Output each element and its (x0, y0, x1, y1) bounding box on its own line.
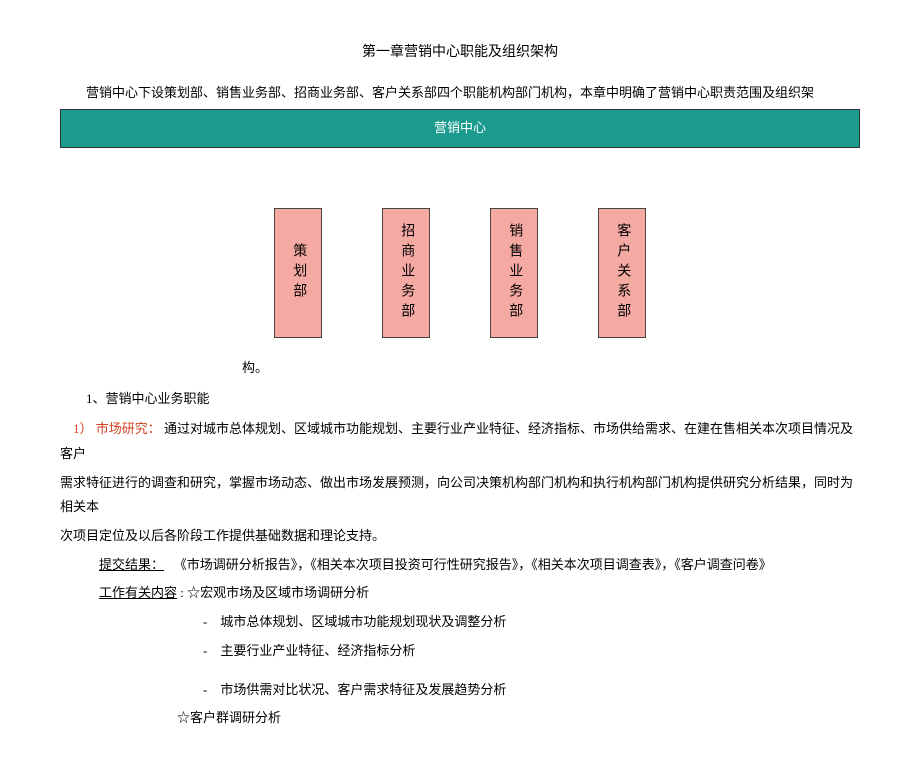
work-content-suffix: : ☆宏观市场及区域市场调研分析 (180, 585, 369, 600)
intro-text: 营销中心下设策划部、销售业务部、招商业务部、客户关系部四个职能机构部门机构，本章… (60, 81, 860, 106)
item-1-label: 市场研究： (96, 421, 161, 436)
bullet-3: - 市场供需对比状况、客户需求特征及发展趋势分析 (60, 678, 860, 703)
org-box-investment: 招商业务部 (382, 208, 430, 338)
deliverables-body: 《市场调研分析报告》，《相关本次项目投资可行性研究报告》，《相关本次项目调查表》… (167, 557, 772, 572)
item-1-body-a: 通过对城市总体规划、区域城市功能规划、主要行业产业特征、经济指标、市场供给需求、… (60, 421, 853, 461)
deliverables-label: 提交结果： (99, 557, 164, 572)
chapter-title: 第一章营销中心职能及组织架构 (60, 40, 860, 67)
item-1-body-b: 需求特征进行的调查和研究，掌握市场动态、做出市场发展预测，向公司决策机构部门机构… (60, 471, 860, 520)
sub-bullet: ☆客户群调研分析 (60, 706, 860, 731)
work-content-line: 工作有关内容 : ☆宏观市场及区域市场调研分析 (60, 581, 860, 606)
org-root-box: 营销中心 (60, 109, 860, 148)
spacer (60, 668, 860, 678)
deliverables-line: 提交结果： 《市场调研分析报告》，《相关本次项目投资可行性研究报告》，《相关本次… (60, 553, 860, 578)
bullet-1: - 城市总体规划、区域城市功能规划现状及调整分析 (60, 610, 860, 635)
org-box-customer: 客户关系部 (598, 208, 646, 338)
work-content-label: 工作有关内容 (99, 585, 177, 600)
item-1-number: 1） (73, 421, 93, 436)
org-box-sales: 销售业务部 (490, 208, 538, 338)
item-1-body-c: 次项目定位及以后各阶段工作提供基础数据和理论支持。 (60, 524, 860, 549)
org-box-planning: 策划部 (274, 208, 322, 338)
section-1-heading: 1、营销中心业务职能 (60, 387, 860, 412)
org-children-row: 策划部 招商业务部 销售业务部 客户关系部 (60, 208, 860, 338)
intro-end: 构。 (60, 356, 860, 381)
bullet-2: - 主要行业产业特征、经济指标分析 (60, 639, 860, 664)
item-1-line: 1） 市场研究： 通过对城市总体规划、区域城市功能规划、主要行业产业特征、经济指… (60, 417, 860, 466)
